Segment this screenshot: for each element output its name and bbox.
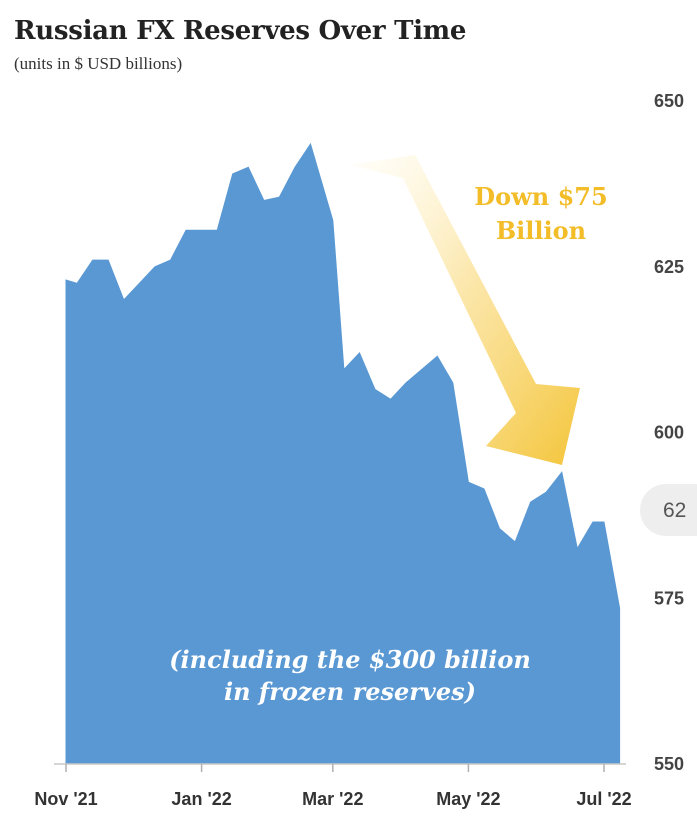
x-tick-label: Jan '22 — [171, 789, 231, 809]
arrow-label-line2: Billion — [496, 216, 586, 245]
x-tick-label: Mar '22 — [302, 789, 363, 809]
area-series-layer — [65, 142, 621, 765]
y-tick-label: 625 — [654, 257, 684, 277]
frozen-reserves-note-line1: (including the $300 billion — [169, 645, 531, 674]
down-arrow-icon — [350, 155, 580, 465]
down-arrow-annotation: Down $75 Billion — [350, 155, 608, 465]
value-bubble-background — [640, 484, 697, 536]
frozen-reserves-note-line2: in frozen reserves) — [224, 677, 476, 706]
chart-title: Russian FX Reserves Over Time — [14, 16, 467, 46]
y-tick-label: 550 — [654, 754, 684, 774]
x-tick-label: May '22 — [436, 789, 500, 809]
x-tick-label: Nov '21 — [34, 789, 97, 809]
y-tick-label: 600 — [654, 423, 684, 443]
x-axis-layer: Nov '21 Jan '22 Mar '22 May '22 Jul '22 — [34, 764, 632, 809]
chart-subtitle: (units in $ USD billions) — [14, 54, 183, 73]
y-tick-label: 650 — [654, 91, 684, 111]
y-axis-layer: 650 625 600 575 550 — [654, 91, 684, 774]
clipped-value-bubble: 62 — [640, 484, 697, 536]
y-tick-label: 575 — [654, 588, 684, 608]
arrow-label-line1: Down $75 — [474, 182, 607, 211]
area-series-0 — [65, 142, 621, 765]
value-bubble-text: 62 — [663, 499, 686, 522]
x-tick-label: Jul '22 — [576, 789, 631, 809]
